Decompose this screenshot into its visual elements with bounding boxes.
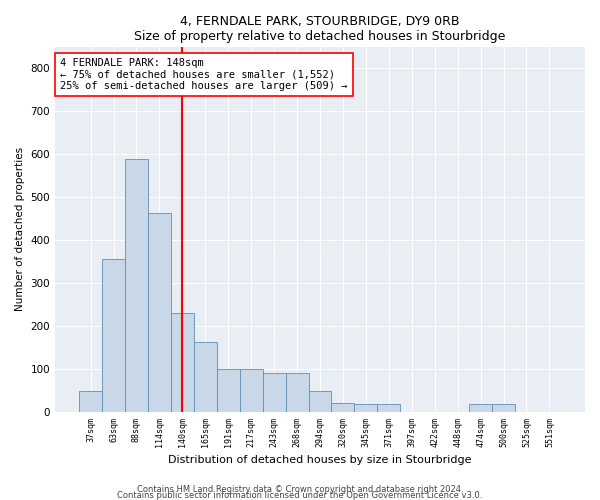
X-axis label: Distribution of detached houses by size in Stourbridge: Distribution of detached houses by size …: [168, 455, 472, 465]
Bar: [148, 214, 171, 412]
Bar: [263, 373, 286, 412]
Bar: [331, 403, 355, 412]
Bar: [469, 404, 492, 412]
Bar: [377, 404, 400, 412]
Bar: [240, 369, 263, 412]
Bar: [217, 369, 240, 412]
Bar: [194, 342, 217, 412]
Bar: [79, 391, 102, 412]
Bar: [125, 158, 148, 412]
Bar: [171, 313, 194, 412]
Bar: [355, 404, 377, 412]
Text: 4 FERNDALE PARK: 148sqm
← 75% of detached houses are smaller (1,552)
25% of semi: 4 FERNDALE PARK: 148sqm ← 75% of detache…: [61, 58, 348, 91]
Bar: [286, 373, 308, 412]
Title: 4, FERNDALE PARK, STOURBRIDGE, DY9 0RB
Size of property relative to detached hou: 4, FERNDALE PARK, STOURBRIDGE, DY9 0RB S…: [134, 15, 506, 43]
Text: Contains HM Land Registry data © Crown copyright and database right 2024.: Contains HM Land Registry data © Crown c…: [137, 486, 463, 494]
Bar: [102, 260, 125, 412]
Y-axis label: Number of detached properties: Number of detached properties: [15, 148, 25, 312]
Bar: [492, 404, 515, 412]
Text: Contains public sector information licensed under the Open Government Licence v3: Contains public sector information licen…: [118, 492, 482, 500]
Bar: [308, 391, 331, 412]
